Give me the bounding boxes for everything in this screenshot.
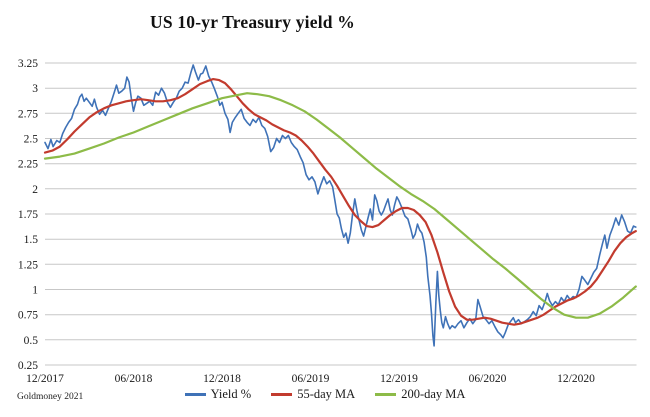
series-line-55-day-ma <box>43 77 637 326</box>
chart-title: US 10-yr Treasury yield % <box>150 12 355 32</box>
legend-item-yield: Yield % <box>184 387 252 402</box>
legend-label-200day-ma: 200-day MA <box>401 387 466 401</box>
yield-line-swatch-icon <box>184 393 206 396</box>
y-axis-tick-label: 0.75 <box>18 310 38 322</box>
y-axis-tick-label: 1.5 <box>24 234 39 246</box>
legend-item-200day-ma: 200-day MA <box>375 387 465 402</box>
series-line-yield <box>44 64 637 347</box>
legend-item-55day-ma: 55-day MA <box>271 387 355 402</box>
x-axis-tick-label: 06/2020 <box>469 373 507 385</box>
y-axis-tick-label: 2 <box>32 184 38 196</box>
source-attribution: Goldmoney 2021 <box>17 392 84 402</box>
x-axis-tick-label: 12/2020 <box>557 373 595 385</box>
x-axis-tick-label: 06/2018 <box>115 373 153 385</box>
x-axis-tick-label: 12/2017 <box>26 373 64 385</box>
series-line-200-day-ma <box>43 92 637 319</box>
y-axis-tick-label: 3.25 <box>18 58 38 70</box>
legend-label-yield: Yield % <box>210 387 252 401</box>
y-axis-tick-label: 0.25 <box>18 360 38 372</box>
x-axis-tick-label: 12/2019 <box>380 373 418 385</box>
x-axis-tick-label: 12/2018 <box>203 373 241 385</box>
y-axis-tick-label: 2.75 <box>18 108 38 120</box>
ma55-line-swatch-icon <box>271 393 293 396</box>
y-axis-tick-label: 2.5 <box>24 134 39 146</box>
y-axis-tick-label: 2.25 <box>18 159 38 171</box>
ma200-line-swatch-icon <box>375 393 397 396</box>
x-axis-tick-label: 06/2019 <box>292 373 330 385</box>
y-axis-tick-label: 3 <box>32 83 38 95</box>
y-axis-tick-label: 0.5 <box>24 335 39 347</box>
legend-label-55day-ma: 55-day MA <box>297 387 356 401</box>
y-axis-tick-label: 1.25 <box>18 259 38 271</box>
y-axis-tick-label: 1 <box>32 285 38 297</box>
chart-legend: Yield % 55-day MA 200-day MA <box>0 387 650 402</box>
y-axis-tick-label: 1.75 <box>18 209 38 221</box>
